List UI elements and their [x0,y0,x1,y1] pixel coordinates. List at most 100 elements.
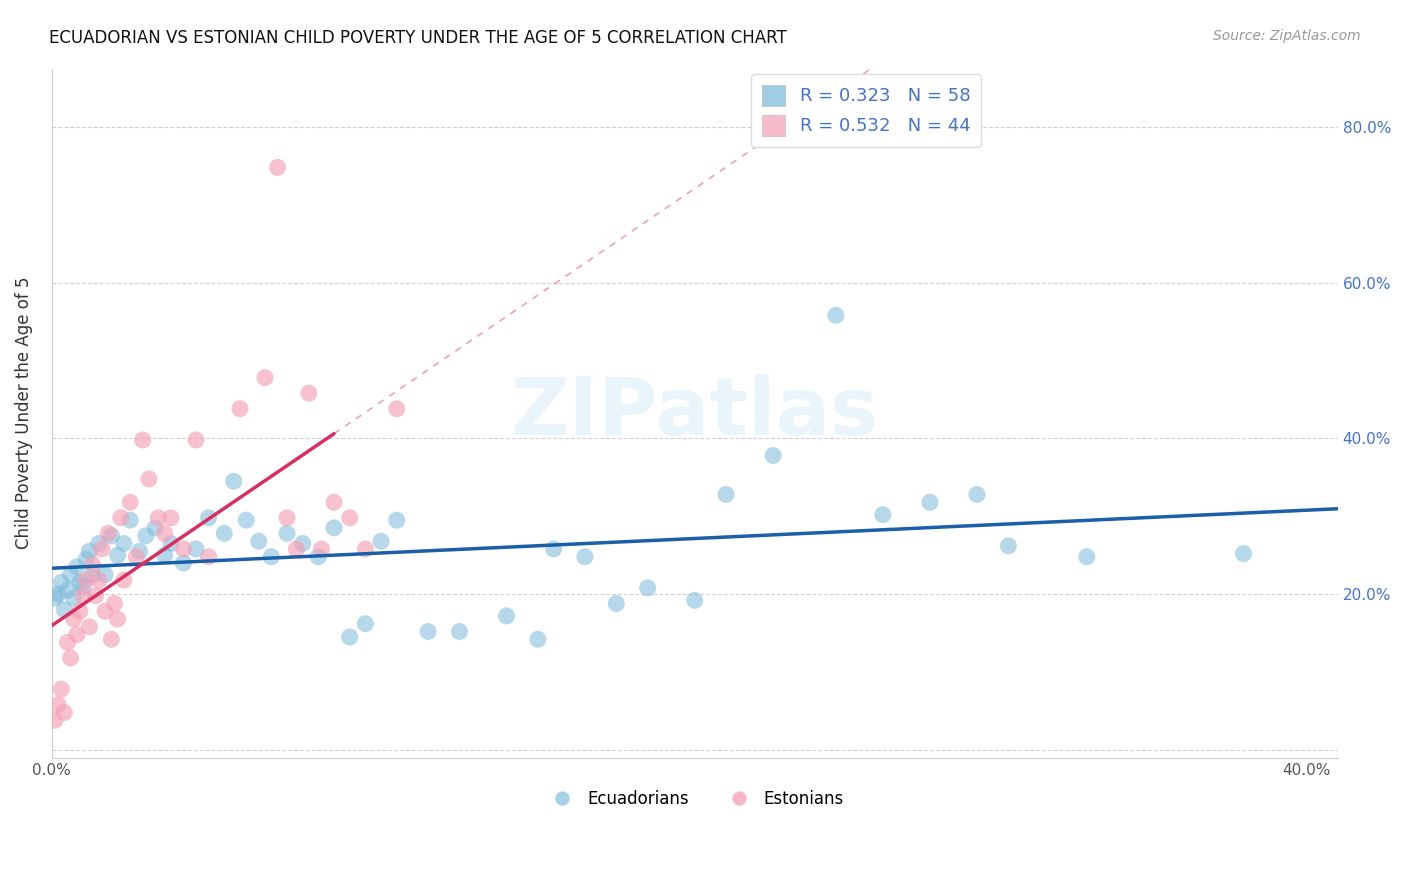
Point [120,513,142,527]
Point [235,513,257,527]
Point [87,573,110,587]
Point [153,526,176,541]
Point [197,511,219,525]
Point [112,573,135,587]
Point [84,589,107,603]
Point [82,567,104,582]
Point [1076,549,1098,564]
Point [247,534,270,549]
Point [62,591,84,605]
Point [212,526,235,541]
Point [285,541,308,556]
Point [298,386,321,401]
Point [103,597,125,611]
Point [148,511,170,525]
Point [46,587,69,601]
Point [112,536,135,550]
Point [128,544,150,558]
Point [172,541,194,556]
Point [574,549,596,564]
Point [87,536,110,550]
Point [354,616,377,631]
Point [637,581,659,595]
Point [762,449,785,463]
Point [683,593,706,607]
Point [714,487,737,501]
Point [59,567,82,582]
Point [107,612,129,626]
Point [197,549,219,564]
Point [90,541,112,556]
Point [184,433,207,447]
Point [229,401,252,416]
Point [160,511,183,525]
Point [79,544,101,558]
Point [59,651,82,665]
Point [69,604,91,618]
Point [291,536,314,550]
Point [46,698,69,712]
Point [311,541,333,556]
Point [69,575,91,590]
Point [354,541,377,556]
Point [449,624,471,639]
Point [75,552,97,566]
Point [323,495,346,509]
Point [370,534,392,549]
Point [222,474,245,488]
Point [110,511,132,525]
Point [307,549,329,564]
Point [49,575,72,590]
Point [605,597,627,611]
Point [276,511,298,525]
Point [66,627,89,641]
Point [138,472,160,486]
Point [253,370,276,384]
Point [276,526,298,541]
Point [100,632,122,647]
Point [56,583,79,598]
Point [44,591,66,605]
Text: ECUADORIAN VS ESTONIAN CHILD POVERTY UNDER THE AGE OF 5 CORRELATION CHART: ECUADORIAN VS ESTONIAN CHILD POVERTY UND… [49,29,787,46]
Point [72,589,94,603]
Point [53,706,76,720]
Point [72,579,94,593]
Point [997,539,1019,553]
Point [107,548,129,562]
Point [94,567,117,582]
Y-axis label: Child Poverty Under the Age of 5: Child Poverty Under the Age of 5 [15,277,32,549]
Text: Source: ZipAtlas.com: Source: ZipAtlas.com [1213,29,1361,43]
Point [66,560,89,574]
Point [266,161,288,175]
Point [135,529,157,543]
Point [918,495,941,509]
Point [824,309,846,323]
Point [1232,547,1254,561]
Point [416,624,439,639]
Point [172,556,194,570]
Point [184,541,207,556]
Text: ZIPatlas: ZIPatlas [510,374,879,452]
Point [543,541,565,556]
Point [153,548,176,562]
Point [44,713,66,727]
Point [53,603,76,617]
Point [160,536,183,550]
Point [339,630,361,644]
Point [385,513,408,527]
Point [100,529,122,543]
Point [97,526,120,541]
Point [260,549,283,564]
Point [49,682,72,697]
Point [75,573,97,587]
Point [966,487,988,501]
Point [872,508,894,522]
Point [131,433,153,447]
Point [495,608,517,623]
Point [56,635,79,649]
Point [94,604,117,618]
Point [82,558,104,572]
Point [120,495,142,509]
Point [339,511,361,525]
Legend: Ecuadorians, Estonians: Ecuadorians, Estonians [538,783,851,814]
